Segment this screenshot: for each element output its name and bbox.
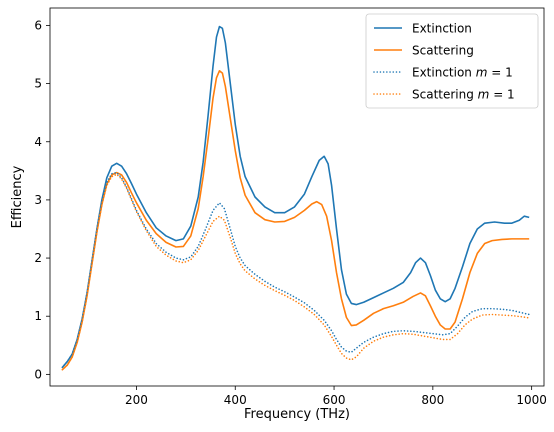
legend-label: Scattering xyxy=(412,44,474,58)
legend-label: Extinction xyxy=(412,22,472,36)
x-tick-label: 400 xyxy=(224,393,247,407)
legend: Extinction Scattering Extinction m = 1 Scat… xyxy=(365,13,539,109)
y-tick-label: 1 xyxy=(34,309,42,323)
legend-label: Extinction m = 1 xyxy=(412,66,513,80)
x-tick-label: 200 xyxy=(125,393,148,407)
y-tick-label: 5 xyxy=(34,77,42,91)
legend-box xyxy=(365,13,539,109)
y-tick-label: 6 xyxy=(34,18,42,32)
y-axis-label: Efficiency xyxy=(10,165,25,228)
legend-label: Scattering m = 1 xyxy=(412,88,515,102)
series-line-1 xyxy=(61,25,530,368)
y-tick-label: 0 xyxy=(34,367,42,381)
series-line-4 xyxy=(61,173,530,371)
series-line-2 xyxy=(61,70,530,371)
series-layer xyxy=(61,25,530,371)
x-tick-label: 800 xyxy=(421,393,444,407)
axis-layer: 200 400 600 800 1000 0 1 2 3 4 5 6 xyxy=(34,18,547,407)
x-tick-label: 600 xyxy=(323,393,346,407)
y-tick-label: 3 xyxy=(34,193,42,207)
x-tick-label: 1000 xyxy=(516,393,547,407)
x-axis-label: Frequency (THz) xyxy=(244,407,350,422)
y-tick-label: 2 xyxy=(34,251,42,265)
series-line-3 xyxy=(61,171,530,369)
y-tick-label: 4 xyxy=(34,135,42,149)
